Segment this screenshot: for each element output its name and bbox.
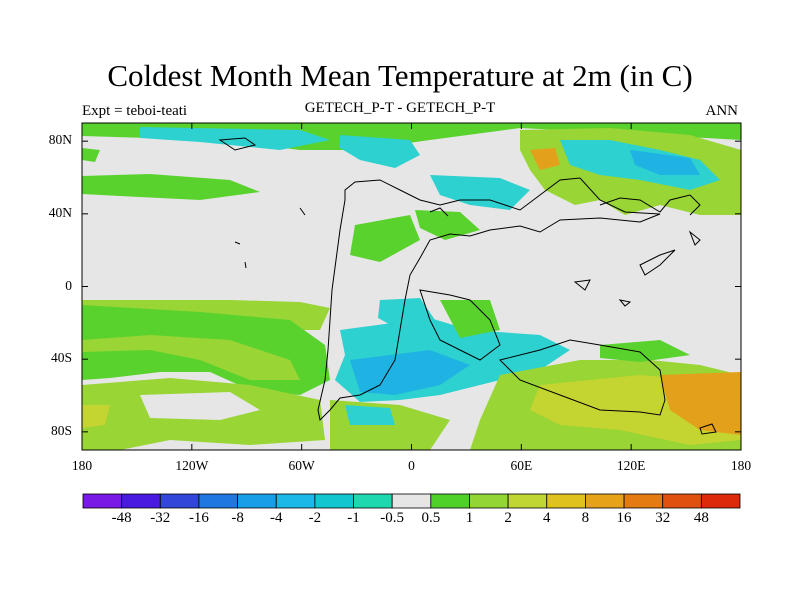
island — [244, 261, 247, 269]
colorbar — [82, 493, 741, 509]
colorbar-label: 2 — [504, 510, 512, 526]
colorbar-swatch — [237, 493, 277, 509]
coastline-inland — [429, 207, 449, 217]
colorbar-swatch — [469, 493, 509, 509]
contour-green — [415, 210, 480, 240]
contour-cyan — [430, 175, 530, 210]
plot-title: Coldest Month Mean Temperature at 2m (in… — [107, 58, 693, 93]
season-label: ANN — [705, 103, 739, 119]
contour-cyan — [378, 298, 435, 330]
coastline-gondwana — [419, 289, 501, 361]
island — [639, 249, 676, 276]
y-tick-label: 0 — [65, 277, 72, 293]
x-tick-label: 120E — [616, 458, 646, 473]
contour-green — [82, 148, 100, 162]
colorbar-swatch — [198, 493, 238, 509]
contour-green — [350, 215, 420, 262]
coastline-pangea — [317, 177, 661, 422]
colorbar-label: 4 — [543, 510, 551, 526]
island — [699, 423, 717, 435]
colorbar-swatch — [82, 493, 123, 509]
colorbar-swatch — [121, 493, 161, 509]
y-tick-label: 80N — [48, 132, 72, 148]
contour-neutral — [140, 392, 260, 420]
colorbar-label: 32 — [655, 510, 671, 526]
center-subtitle: GETECH_P-T - GETECH_P-T — [304, 100, 496, 116]
colorbar-label: 16 — [616, 510, 632, 526]
colorbar-label: -1 — [347, 510, 360, 526]
x-tick-label: 180 — [730, 458, 752, 473]
coastline-south — [499, 339, 666, 416]
x-tick-label: 180 — [71, 458, 93, 473]
colorbar-label: -32 — [150, 510, 171, 526]
experiment-label: Expt = teboi-teati — [82, 103, 188, 119]
colorbar-label: -4 — [269, 510, 283, 526]
y-tick-label: 40S — [50, 350, 72, 366]
colorbar-label: -0.5 — [380, 510, 405, 526]
island — [618, 299, 632, 307]
contour-green — [82, 174, 260, 200]
contour-cyan — [345, 405, 395, 425]
colorbar-swatch — [314, 493, 354, 509]
colorbar-swatch — [623, 493, 664, 509]
contour-green — [440, 300, 500, 338]
y-tick-label: 40N — [48, 204, 72, 220]
coastlines — [218, 137, 717, 435]
colorbar-swatch — [700, 493, 741, 509]
colorbar-swatch — [275, 493, 316, 509]
y-tick-label: 80S — [50, 422, 72, 438]
contour-sky — [630, 150, 700, 175]
island — [688, 230, 701, 246]
contour-light-green — [82, 335, 300, 380]
colorbar-label: -8 — [231, 510, 244, 526]
colorbar-swatch — [159, 493, 200, 509]
island — [234, 241, 241, 245]
coastline-east — [599, 194, 701, 216]
colorbar-label: 8 — [581, 510, 590, 526]
colorbar-label: -48 — [111, 510, 132, 526]
contour-yellow-green — [82, 405, 110, 428]
x-tick-label: 120W — [175, 458, 209, 473]
x-tick-label: 0 — [408, 458, 415, 473]
colorbar-swatch — [662, 493, 702, 509]
colorbar-swatch — [585, 493, 625, 509]
contour-green — [600, 340, 690, 362]
colorbar-label: 48 — [693, 510, 709, 526]
colorbar-label: -16 — [188, 510, 209, 526]
colorbar-swatch — [546, 493, 586, 509]
colorbar-label: -2 — [308, 510, 322, 526]
island — [573, 279, 591, 291]
contour-sky — [350, 350, 470, 395]
contour-orange — [660, 372, 741, 435]
colorbar-swatch — [353, 493, 393, 509]
x-tick-label: 60W — [288, 458, 315, 473]
island — [299, 207, 306, 216]
contour-orange — [530, 148, 560, 170]
colorbar-swatch — [507, 493, 548, 509]
colorbar-label: 1 — [465, 510, 474, 526]
island — [218, 137, 257, 151]
colorbar-swatch — [391, 493, 432, 509]
x-tick-label: 60E — [510, 458, 533, 473]
colorbar-label: 0.5 — [421, 510, 441, 526]
colorbar-swatch — [430, 493, 470, 509]
axis-ticks — [81, 123, 742, 450]
contour-cyan — [340, 135, 420, 168]
